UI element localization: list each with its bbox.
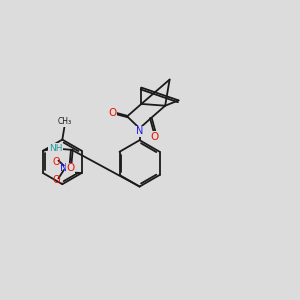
Text: O: O — [67, 163, 75, 173]
Text: CH₃: CH₃ — [57, 117, 71, 126]
Text: O: O — [150, 132, 159, 142]
Text: O: O — [108, 108, 116, 118]
Text: N: N — [136, 126, 143, 136]
Text: O: O — [53, 157, 61, 167]
Text: ⁻: ⁻ — [58, 179, 63, 188]
Text: NH: NH — [49, 144, 62, 153]
Text: +: + — [67, 160, 73, 169]
Text: O: O — [53, 175, 61, 184]
Text: N: N — [60, 163, 68, 173]
